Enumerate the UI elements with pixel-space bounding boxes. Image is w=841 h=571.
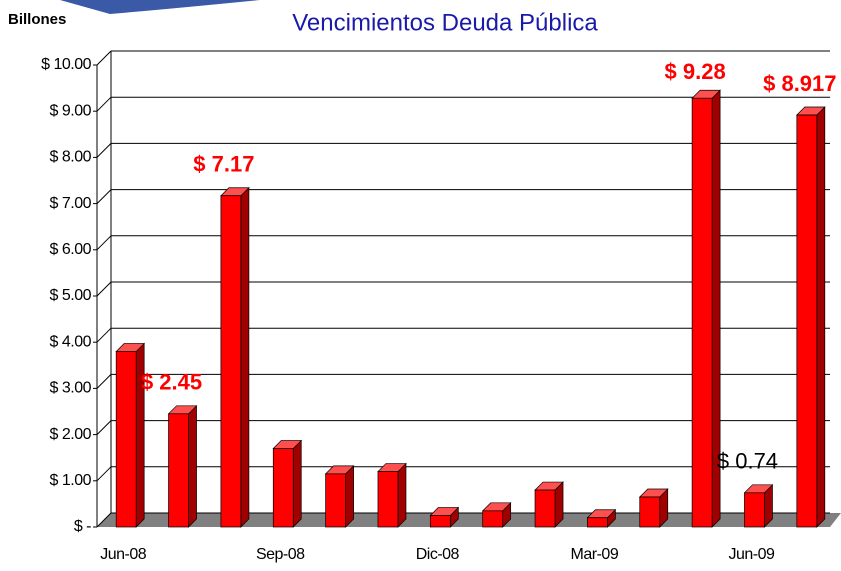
grid-line [96, 374, 112, 389]
y-tick-label: $ 6.00 [50, 241, 92, 258]
bar [691, 97, 713, 528]
floor [97, 513, 841, 527]
grid-line [96, 96, 112, 112]
bar-side [397, 462, 407, 528]
y-tick-label: $ 1.00 [50, 472, 92, 489]
y-tick-label: $ 8.00 [50, 149, 92, 166]
bar-side [292, 439, 302, 528]
data-label: $ 0.74 [717, 449, 778, 474]
x-tick-label: Mar-09 [571, 546, 619, 563]
bar-side [816, 106, 826, 528]
data-label: $ 9.28 [665, 59, 726, 84]
grid-line [96, 420, 112, 435]
bar-side [240, 186, 250, 528]
grid-line [96, 327, 112, 343]
grid-line [96, 50, 112, 66]
bar [482, 510, 504, 528]
y-tick-label: $ 7.00 [50, 195, 92, 212]
grid-line [96, 512, 112, 528]
x-tick-label: Jun-09 [729, 546, 776, 563]
y-tick-label: $ 5.00 [50, 287, 92, 304]
y-axis-label: Billones [8, 11, 66, 28]
data-label: $ 2.45 [141, 370, 202, 395]
data-label: $ 7.17 [193, 152, 254, 177]
bar [796, 114, 818, 528]
decor-swoosh [60, 0, 260, 14]
bar [115, 351, 137, 528]
bar [429, 515, 451, 528]
y-tick-label: $ 3.00 [50, 380, 92, 397]
y-tick-label: $ - [74, 518, 91, 535]
grid-line [96, 235, 112, 251]
bar-side [188, 404, 197, 528]
y-tick-label: $ 9.00 [50, 102, 92, 119]
chart-title: Vencimientos Deuda Pública [292, 9, 598, 36]
y-tick-label: $ 2.00 [50, 426, 92, 443]
grid-line [96, 143, 112, 158]
data-label: $ 8.917 [763, 71, 836, 96]
grid-line [96, 281, 112, 297]
bar [272, 448, 294, 528]
y-tick-label: $ 10.00 [41, 56, 91, 73]
bar [377, 471, 399, 528]
x-tick-label: Jun-08 [100, 546, 147, 563]
grid-line [96, 189, 112, 204]
bar [534, 489, 556, 528]
x-tick-label: Dic-08 [416, 546, 460, 563]
bar [744, 492, 765, 528]
grid-line [96, 466, 112, 482]
bar [168, 413, 189, 528]
x-tick-label: Sep-08 [256, 546, 305, 563]
bar [587, 517, 608, 528]
bar [639, 496, 661, 528]
bar-side [345, 465, 354, 528]
bar [220, 195, 242, 528]
bar [325, 473, 346, 528]
y-tick-label: $ 4.00 [50, 333, 92, 350]
